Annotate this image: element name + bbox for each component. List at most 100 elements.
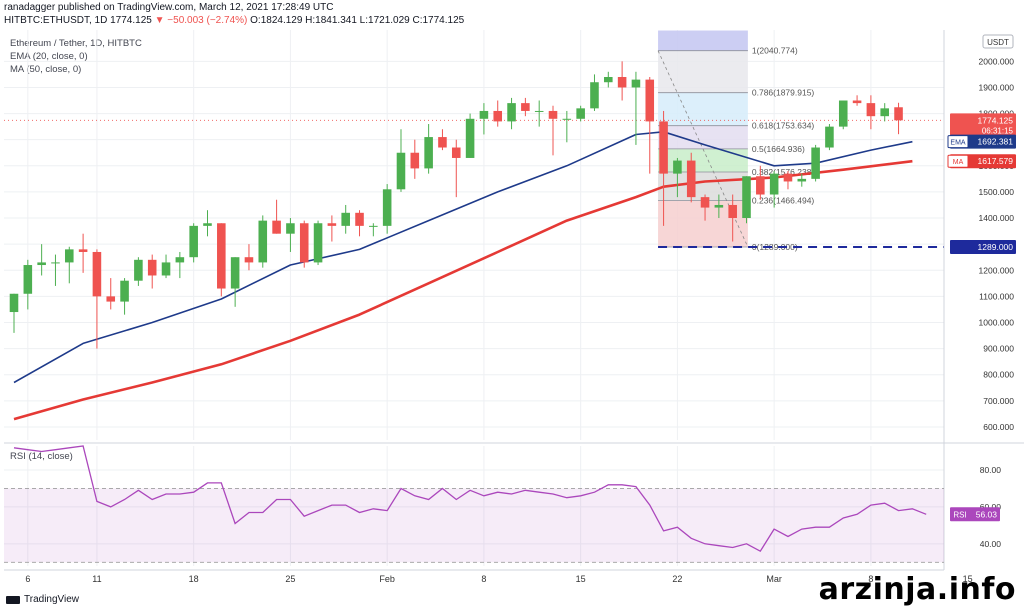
candle-body — [327, 223, 337, 226]
time-tick-label: 6 — [25, 574, 30, 584]
fib-level-label: 0.382(1576.238) — [752, 167, 815, 177]
tradingview-label: TradingView — [24, 594, 80, 605]
ohlc-values: O:1824.129 H:1841.341 L:1721.029 C:1774.… — [250, 15, 465, 26]
candle-body — [258, 220, 268, 263]
candle-body — [341, 212, 350, 226]
fib-zone — [658, 50, 748, 93]
ma-legend[interactable]: MA (50, close, 0) — [10, 64, 82, 75]
time-tick-label: 11 — [92, 574, 101, 584]
candle-body — [631, 79, 641, 88]
time-tick-label: 8 — [868, 574, 873, 584]
support-badge-text: 1289.000 — [978, 242, 1014, 252]
last-price-badge — [950, 113, 1016, 138]
candle-body — [410, 152, 420, 169]
price-tick-label: 1400.000 — [979, 213, 1015, 223]
ema20-line — [13, 131, 913, 384]
support-badge — [950, 240, 1016, 255]
candle-body — [438, 137, 447, 148]
candle-body — [880, 108, 890, 117]
last-price-badge-text: 1774.125 — [978, 115, 1014, 125]
chart-title: Ethereum / Tether, 1D, HITBTC — [10, 38, 142, 49]
candle-body — [313, 223, 323, 263]
fib-extension-zone — [658, 30, 748, 51]
ema-badge-text: 1692.381 — [978, 137, 1014, 147]
tradingview-mark-icon — [6, 595, 20, 604]
time-tick-label: 15 — [963, 574, 973, 584]
chart-canvas[interactable]: 1(2040.774) 0.786(1879.915) 0.618(1753.634… — [0, 0, 1024, 590]
watermark: arzinja.info — [818, 572, 1016, 607]
candle-body — [51, 262, 60, 264]
fib-level-label: 0(1289.000) — [752, 242, 798, 252]
price-tick-label: 1000.000 — [979, 317, 1015, 327]
candle-body — [382, 189, 392, 226]
price-tick-label: 700.000 — [983, 396, 1014, 406]
fib-level-label: 0.618(1753.634) — [752, 121, 815, 131]
ma-tag-text: MA — [953, 159, 964, 166]
candle-body — [78, 249, 88, 252]
rsi-tick-label: 80.00 — [980, 465, 1002, 475]
candle-body — [728, 204, 737, 219]
price-axis — [944, 0, 1024, 590]
candle-body — [507, 103, 516, 122]
candle-body — [161, 262, 171, 276]
candle-body — [617, 77, 627, 88]
candle-body — [493, 110, 503, 122]
candle-body — [811, 147, 820, 179]
candle-body — [64, 249, 74, 263]
ma-tag — [947, 154, 969, 168]
candle-body — [825, 126, 834, 148]
candle-body — [686, 160, 696, 198]
candle-body — [106, 296, 116, 302]
candle-body — [659, 121, 668, 174]
candle-body — [23, 265, 33, 294]
fib-zone — [658, 125, 748, 149]
time-tick-label: 25 — [285, 574, 295, 584]
ema-legend[interactable]: EMA (20, close, 0) — [10, 51, 88, 62]
candle-body — [645, 79, 655, 122]
candle-body — [756, 176, 765, 195]
candle-body — [866, 103, 876, 117]
candle-body — [9, 293, 19, 313]
rsi-value-badge — [950, 507, 1000, 522]
rsi-band — [4, 488, 944, 563]
candle-body — [852, 100, 862, 104]
candle-body — [396, 152, 406, 190]
ma-badge-text: 1617.579 — [978, 156, 1014, 166]
time-tick-label: 15 — [576, 574, 586, 584]
candle-body — [894, 107, 903, 121]
candle-body — [465, 118, 475, 158]
candle-body — [369, 225, 378, 227]
candle-body — [424, 137, 433, 169]
tradingview-logo[interactable]: TradingView — [6, 594, 79, 605]
price-tick-label: 900.000 — [983, 344, 1014, 354]
fib-zone — [658, 148, 748, 173]
ema-tag — [947, 135, 969, 149]
rsi-legend[interactable]: RSI (14, close) — [10, 451, 73, 462]
rsi-tick-label: 60.00 — [980, 502, 1002, 512]
candle-body — [576, 108, 585, 119]
candle-body — [838, 100, 848, 127]
price-tick-label: 1500.000 — [979, 187, 1015, 197]
candle-body — [37, 262, 46, 266]
price-tick-label: 600.000 — [983, 422, 1014, 432]
candle-body — [673, 160, 682, 174]
fib-level-label: 1(2040.774) — [752, 46, 798, 56]
candle-body — [700, 197, 710, 208]
price-tick-label: 2000.000 — [979, 56, 1015, 66]
currency-badge-text: USDT — [987, 38, 1009, 47]
candle-body — [548, 110, 558, 119]
candle-body — [714, 204, 724, 208]
rsi-badge-text: 56.03 — [976, 509, 998, 519]
price-tick-label: 1900.000 — [979, 82, 1015, 92]
fib-level-label: 0.786(1879.915) — [752, 88, 815, 98]
rsi-tick-label: 40.00 — [980, 539, 1002, 549]
candle-body — [783, 173, 793, 182]
candle-body — [534, 110, 544, 112]
candle-body — [286, 223, 295, 234]
price-tick-label: 1100.000 — [979, 291, 1014, 301]
candle-body — [355, 212, 364, 226]
candle-body — [244, 257, 254, 263]
candle-body — [769, 173, 779, 195]
change-text: ▼ −50.003 (−2.74%) — [154, 15, 248, 26]
time-tick-label: 8 — [481, 574, 486, 584]
